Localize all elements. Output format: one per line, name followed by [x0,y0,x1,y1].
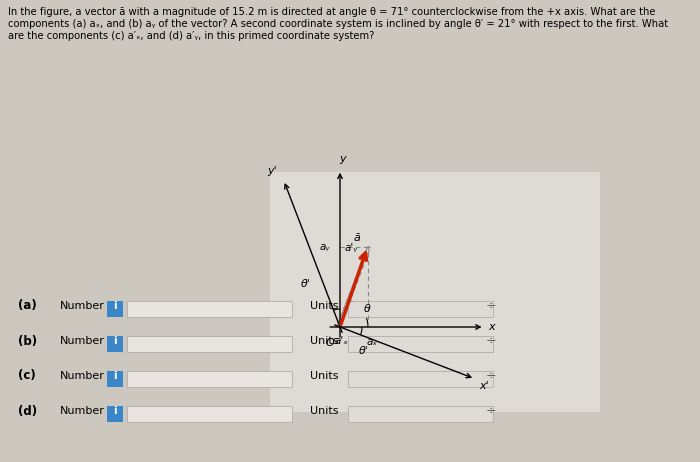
Text: θ: θ [364,304,370,314]
Text: i: i [113,406,117,416]
Bar [348,406,493,422]
Text: components (a) aₓ, and (b) aᵧ of the vector? A second coordinate system is incli: components (a) aₓ, and (b) aᵧ of the vec… [8,19,668,29]
Text: y': y' [267,166,276,176]
Text: Units: Units [310,406,339,416]
Text: ā: ā [354,233,360,243]
Bar [127,371,292,387]
Text: Number: Number [60,406,105,416]
Text: θ': θ' [358,346,368,356]
Text: In the figure, a vector ā with a magnitude of 15.2 m is directed at angle θ = 71: In the figure, a vector ā with a magnitu… [8,7,655,17]
Text: a'ᵧ: a'ᵧ [344,243,358,253]
Text: O: O [326,338,334,348]
Bar [348,301,493,317]
Bar [348,336,493,352]
Text: a'ₓ: a'ₓ [335,336,349,346]
Text: Number: Number [60,301,105,311]
Text: ÷: ÷ [486,405,496,418]
Text: Number: Number [60,371,105,381]
Text: (a): (a) [18,299,36,312]
Text: i: i [113,371,117,381]
Text: i: i [113,336,117,346]
Bar [270,172,600,412]
Text: Units: Units [310,336,339,346]
Text: Units: Units [310,301,339,311]
Text: ÷: ÷ [486,334,496,347]
Text: are the components (c) a′ₓ, and (d) a′ᵧ, in this primed coordinate system?: are the components (c) a′ₓ, and (d) a′ᵧ,… [8,31,374,41]
Text: x': x' [480,381,489,391]
Bar [127,336,292,352]
Bar [348,371,493,387]
Bar [107,336,123,352]
Text: i: i [113,301,117,311]
Text: (c): (c) [18,370,36,383]
Text: Number: Number [60,336,105,346]
Text: (b): (b) [18,334,37,347]
Text: θ': θ' [300,279,310,289]
Text: aᵧ: aᵧ [319,242,330,252]
Text: ÷: ÷ [486,370,496,383]
Bar [127,406,292,422]
Text: y: y [340,154,346,164]
Text: x: x [489,322,496,332]
Text: Units: Units [310,371,339,381]
Bar [107,371,123,387]
Text: ÷: ÷ [486,299,496,312]
Bar [107,301,123,317]
Text: (d): (d) [18,405,37,418]
Bar [107,406,123,422]
Bar [127,301,292,317]
Text: aₓ: aₓ [366,337,377,347]
